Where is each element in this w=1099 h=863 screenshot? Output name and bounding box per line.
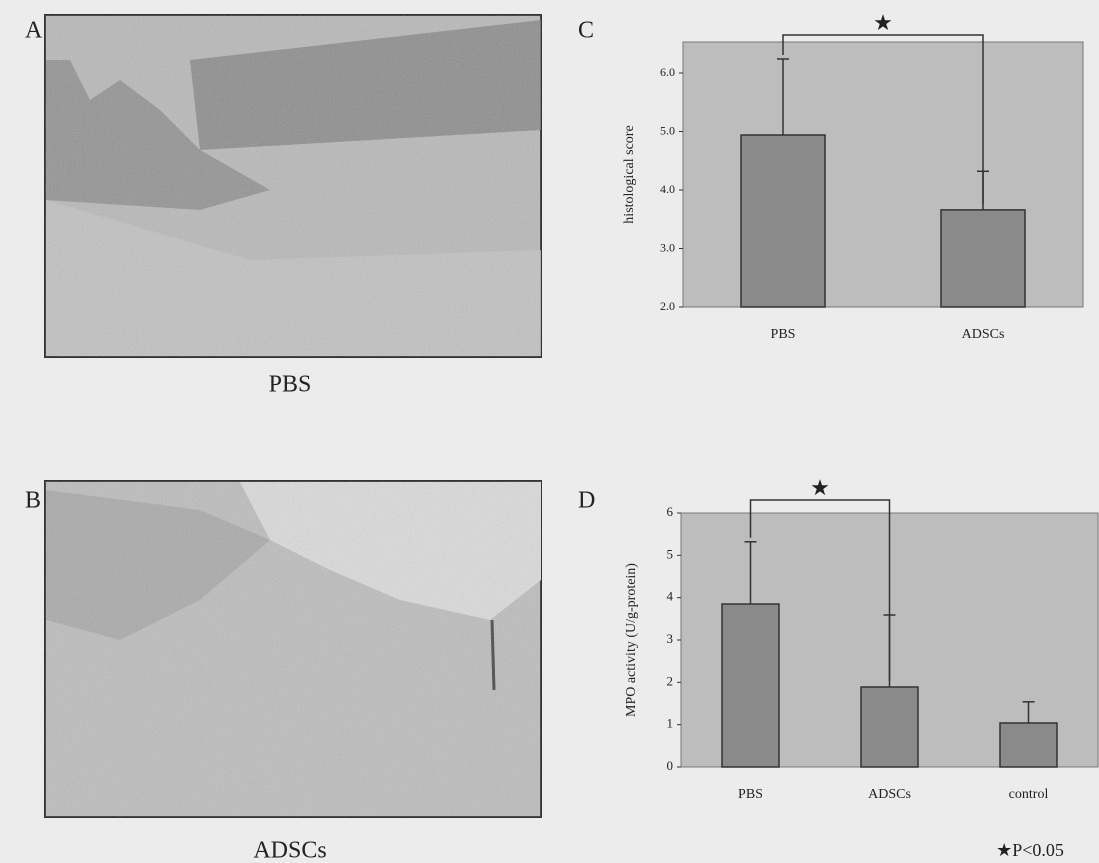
y-tick-label: 1 xyxy=(667,716,674,731)
bar xyxy=(860,686,919,768)
significance-mark: ★ xyxy=(873,10,893,35)
x-tick-label: PBS xyxy=(738,787,763,802)
y-axis-label: histological score xyxy=(622,125,637,223)
bar xyxy=(721,603,780,768)
y-tick-label: 4.0 xyxy=(660,182,675,196)
caption: ADSCs xyxy=(253,838,326,863)
significance-bracket xyxy=(749,499,891,681)
x-tick-label: ADSCs xyxy=(962,327,1005,342)
y-tick-label: 0 xyxy=(667,758,674,773)
y-tick-label: 2 xyxy=(667,673,674,688)
micrograph-b xyxy=(44,480,542,818)
panel-label: D xyxy=(578,488,595,514)
x-tick-label: control xyxy=(1009,787,1049,802)
x-tick-label: ADSCs xyxy=(868,787,911,802)
panel-label: B xyxy=(25,488,41,514)
y-tick-label: 5 xyxy=(667,546,674,561)
significance-mark: ★ xyxy=(810,475,830,500)
bar xyxy=(740,134,826,308)
y-tick-label: 3.0 xyxy=(660,240,675,254)
bar xyxy=(940,209,1026,308)
y-tick-label: 3 xyxy=(667,631,674,646)
y-tick-label: 5.0 xyxy=(660,123,675,137)
y-tick-label: 4 xyxy=(667,589,674,604)
y-tick-label: 6 xyxy=(667,504,674,519)
panel-label: C xyxy=(578,18,594,44)
footnote: ★P<0.05 xyxy=(996,840,1064,860)
significance-bracket xyxy=(782,34,984,204)
caption: PBS xyxy=(269,372,312,398)
y-axis-label: MPO activity (U/g-protein) xyxy=(624,563,639,717)
panel-label: A xyxy=(25,18,43,44)
micrograph-a xyxy=(44,14,542,358)
bar xyxy=(999,722,1058,768)
y-tick-label: 6.0 xyxy=(660,65,675,79)
y-tick-label: 2.0 xyxy=(660,299,675,313)
x-tick-label: PBS xyxy=(771,327,796,342)
